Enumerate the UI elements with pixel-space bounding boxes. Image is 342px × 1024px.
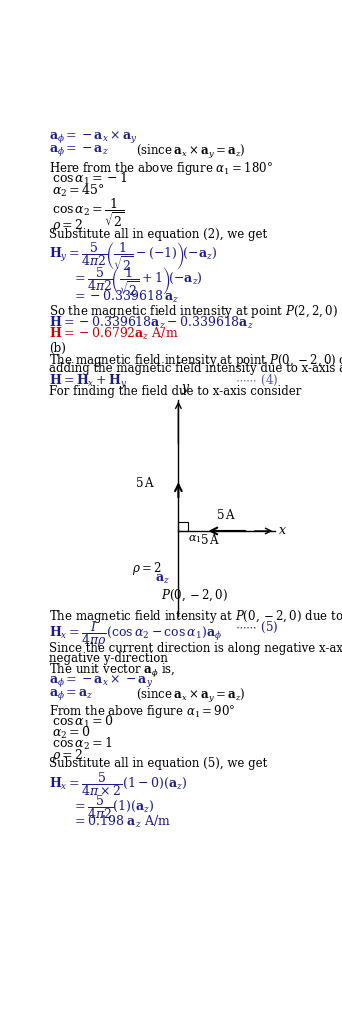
Text: $\left(\mathrm{since}\,\mathbf{a}_{x} \times \mathbf{a}_{y} = \mathbf{a}_{z}\rig: $\left(\mathrm{since}\,\mathbf{a}_{x} \t… xyxy=(136,686,245,705)
Text: Substitute all in equation (2), we get: Substitute all in equation (2), we get xyxy=(49,228,267,242)
Text: $\mathbf{H} = -0.339618\mathbf{a}_{z} - 0.339618\mathbf{a}_{z}$: $\mathbf{H} = -0.339618\mathbf{a}_{z} - … xyxy=(49,314,254,331)
Text: $= 0.198\ \mathbf{a}_{z}\ \mathrm{A/m}$: $= 0.198\ \mathbf{a}_{z}\ \mathrm{A/m}$ xyxy=(72,814,171,830)
Text: $\mathbf{a}_{\phi} = -\mathbf{a}_{x} \times -\mathbf{a}_{y}$: $\mathbf{a}_{\phi} = -\mathbf{a}_{x} \ti… xyxy=(49,673,153,689)
Text: adding the magnetic field intensity due to x-axis and y-axis: adding the magnetic field intensity due … xyxy=(49,362,342,376)
Text: $5\,\mathrm{A}$: $5\,\mathrm{A}$ xyxy=(215,508,236,522)
Text: $\left(\mathrm{since}\,\mathbf{a}_{x} \times \mathbf{a}_{y} = \mathbf{a}_{z}\rig: $\left(\mathrm{since}\,\mathbf{a}_{x} \t… xyxy=(136,143,245,161)
Text: $\mathbf{H}_{x} = \dfrac{5}{4\pi\times 2}(1-0)\left(\mathbf{a}_{z}\right)$: $\mathbf{H}_{x} = \dfrac{5}{4\pi\times 2… xyxy=(49,770,187,798)
Text: $\mathbf{a}_{\phi} = -\mathbf{a}_{x} \times \mathbf{a}_{y}$: $\mathbf{a}_{\phi} = -\mathbf{a}_{x} \ti… xyxy=(49,129,138,145)
Text: From the above figure $\alpha_1 = 90°$: From the above figure $\alpha_1 = 90°$ xyxy=(49,703,236,721)
Text: Since the current direction is along negative x-axis direction and: Since the current direction is along neg… xyxy=(49,642,342,655)
Text: The magnetic field intensity at point $P(0,-2,0)$ can be obtained by: The magnetic field intensity at point $P… xyxy=(49,352,342,370)
Text: $\mathbf{H}_{x} = \dfrac{I}{4\pi\rho}(\cos\alpha_2 - \cos\alpha_1)\mathbf{a}_{\p: $\mathbf{H}_{x} = \dfrac{I}{4\pi\rho}(\c… xyxy=(49,620,222,650)
Text: $\rho = 2$: $\rho = 2$ xyxy=(52,217,83,233)
Text: $\cdots\cdots$ (5): $\cdots\cdots$ (5) xyxy=(235,620,278,635)
Text: $\alpha_2 = 45°$: $\alpha_2 = 45°$ xyxy=(52,183,105,199)
Text: $\rho = 2$: $\rho = 2$ xyxy=(52,746,83,764)
Text: $\alpha_2 = 0$: $\alpha_2 = 0$ xyxy=(52,725,91,741)
Text: $\mathbf{a}_{\phi} = \mathbf{a}_{z}$: $\mathbf{a}_{\phi} = \mathbf{a}_{z}$ xyxy=(49,686,94,701)
Text: $\mathbf{a}_{z}$: $\mathbf{a}_{z}$ xyxy=(155,573,170,587)
Text: For finding the field due to x-axis consider: For finding the field due to x-axis cons… xyxy=(49,385,301,397)
Text: $\cos\alpha_1 = -1$: $\cos\alpha_1 = -1$ xyxy=(52,171,128,187)
Text: $\mathbf{H} = -0.6792\mathbf{a}_{z}\ \mathrm{A/m}$: $\mathbf{H} = -0.6792\mathbf{a}_{z}\ \ma… xyxy=(49,327,179,342)
Text: $\mathbf{a}_{\phi} = -\mathbf{a}_{z}$: $\mathbf{a}_{\phi} = -\mathbf{a}_{z}$ xyxy=(49,143,109,158)
Text: $= -0.339618\,\mathbf{a}_{z}$: $= -0.339618\,\mathbf{a}_{z}$ xyxy=(72,289,179,305)
Text: $P(0,-2,0)$: $P(0,-2,0)$ xyxy=(161,587,228,603)
Text: $\rho = 2$: $\rho = 2$ xyxy=(132,560,161,578)
Text: negative y-direction: negative y-direction xyxy=(49,652,168,665)
Text: $\cos\alpha_2 = \dfrac{1}{\sqrt{2}}$: $\cos\alpha_2 = \dfrac{1}{\sqrt{2}}$ xyxy=(52,196,125,228)
Text: Here from the above figure $\alpha_1 = 180°$: Here from the above figure $\alpha_1 = 1… xyxy=(49,160,273,177)
Text: The magnetic field intensity at $P(0,-2,0)$ due to $\mathbf{H}_x$ is,: The magnetic field intensity at $P(0,-2,… xyxy=(49,608,342,625)
Text: $x$: $x$ xyxy=(278,524,287,538)
Text: $\cos\alpha_1 = 0$: $\cos\alpha_1 = 0$ xyxy=(52,715,114,730)
Text: $5\,\mathrm{A}$: $5\,\mathrm{A}$ xyxy=(135,476,155,490)
Text: $= \dfrac{5}{4\pi 2}\!\left(\dfrac{1}{\sqrt{2}}+1\right)\!(-\mathbf{a}_{z})$: $= \dfrac{5}{4\pi 2}\!\left(\dfrac{1}{\s… xyxy=(72,265,203,298)
Text: The unit vector $\mathbf{a}_{\phi}$ is,: The unit vector $\mathbf{a}_{\phi}$ is, xyxy=(49,662,175,680)
Text: $\cdots\cdots$ (4): $\cdots\cdots$ (4) xyxy=(235,373,278,388)
Text: $\mathbf{H} = \mathbf{H}_{x}+\mathbf{H}_{y}$: $\mathbf{H} = \mathbf{H}_{x}+\mathbf{H}_… xyxy=(49,373,127,391)
Text: So the magnetic field intensity at point $P(2,2,0)$: So the magnetic field intensity at point… xyxy=(49,303,338,321)
Text: $5\,\mathrm{A}$: $5\,\mathrm{A}$ xyxy=(200,534,220,547)
Text: $= \dfrac{5}{4\pi 2}(1)\left(\mathbf{a}_{z}\right)$: $= \dfrac{5}{4\pi 2}(1)\left(\mathbf{a}_… xyxy=(72,793,155,820)
Text: $\alpha_1$: $\alpha_1$ xyxy=(188,534,202,545)
Text: $\mathbf{H}_{y} = \dfrac{5}{4\pi 2}\!\left(\dfrac{1}{\sqrt{2}}-(-1)\right)\!(-\m: $\mathbf{H}_{y} = \dfrac{5}{4\pi 2}\!\le… xyxy=(49,241,217,273)
Text: $y$: $y$ xyxy=(181,382,190,396)
Text: Substitute all in equation (5), we get: Substitute all in equation (5), we get xyxy=(49,758,267,770)
Bar xyxy=(179,522,188,531)
Text: $\cos\alpha_2 = 1$: $\cos\alpha_2 = 1$ xyxy=(52,736,113,752)
Text: (b): (b) xyxy=(49,342,66,354)
